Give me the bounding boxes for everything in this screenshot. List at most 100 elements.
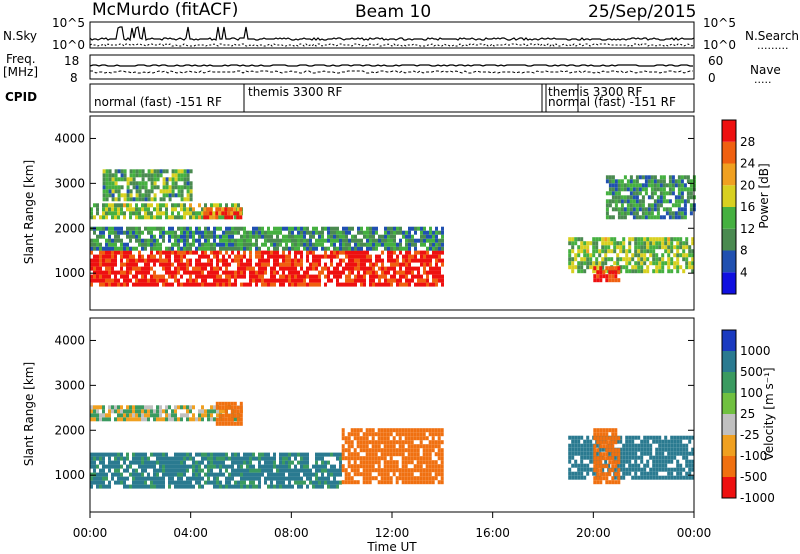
velocity-cell bbox=[428, 472, 432, 477]
velocity-colorbar-tick: -500 bbox=[740, 470, 767, 484]
power-cell bbox=[303, 270, 306, 275]
velocity-cell bbox=[93, 413, 96, 418]
velocity-cell bbox=[362, 456, 366, 461]
power-cell bbox=[378, 274, 381, 279]
velocity-cell bbox=[230, 405, 234, 410]
velocity-cell bbox=[207, 452, 210, 457]
velocity-cell bbox=[102, 476, 105, 481]
power-cell bbox=[318, 270, 321, 275]
power-cell bbox=[680, 183, 684, 188]
velocity-cell bbox=[227, 413, 231, 418]
power-cell bbox=[387, 270, 390, 275]
power-cell bbox=[174, 177, 178, 182]
velocity-cell bbox=[297, 472, 300, 477]
power-cell bbox=[393, 234, 396, 239]
power-cell bbox=[218, 211, 222, 216]
velocity-cell bbox=[383, 444, 387, 449]
power-cell bbox=[225, 242, 228, 247]
power-cell bbox=[577, 237, 581, 242]
velocity-cell bbox=[198, 476, 201, 481]
power-cell bbox=[168, 282, 171, 287]
power-cell bbox=[634, 245, 638, 250]
power-cell bbox=[366, 230, 369, 235]
power-cell bbox=[162, 230, 165, 235]
power-colorbar-tick: 12 bbox=[740, 222, 755, 236]
power-cell bbox=[90, 215, 93, 220]
velocity-cell bbox=[634, 447, 638, 452]
velocity-cell bbox=[580, 475, 584, 480]
velocity-cell bbox=[353, 456, 357, 461]
velocity-cell bbox=[413, 448, 417, 453]
velocity-cell bbox=[440, 464, 444, 469]
velocity-cell bbox=[611, 476, 615, 481]
power-cell bbox=[162, 169, 166, 174]
power-cell bbox=[643, 237, 647, 242]
velocity-cell bbox=[614, 440, 618, 445]
velocity-cell bbox=[132, 472, 135, 477]
power-cell bbox=[243, 230, 246, 235]
velocity-cell bbox=[422, 456, 426, 461]
velocity-cell bbox=[688, 459, 692, 464]
power-cell bbox=[264, 282, 267, 287]
power-cell bbox=[617, 183, 621, 188]
velocity-cell bbox=[129, 409, 132, 414]
power-cell bbox=[153, 242, 156, 247]
velocity-cell bbox=[380, 440, 384, 445]
velocity-cell bbox=[589, 443, 593, 448]
power-cell bbox=[441, 242, 444, 247]
power-cell bbox=[120, 177, 124, 182]
velocity-cell bbox=[162, 464, 165, 469]
velocity-cell bbox=[407, 480, 411, 485]
velocity-cell bbox=[240, 464, 243, 469]
power-cell bbox=[243, 254, 246, 259]
velocity-cell bbox=[347, 476, 351, 481]
power-cell bbox=[141, 258, 144, 263]
power-cell bbox=[186, 211, 189, 216]
power-cell bbox=[637, 257, 641, 262]
power-cell bbox=[327, 278, 330, 283]
power-cell bbox=[180, 193, 184, 198]
power-cell bbox=[201, 266, 204, 271]
power-cell bbox=[186, 270, 189, 275]
power-cell bbox=[611, 183, 615, 188]
power-cell bbox=[619, 257, 623, 262]
power-cell bbox=[420, 226, 423, 231]
power-cell bbox=[646, 237, 650, 242]
power-cell bbox=[147, 211, 150, 216]
date-label: 25/Sep/2015 bbox=[588, 2, 696, 22]
power-cell bbox=[258, 234, 261, 239]
power-cell bbox=[243, 246, 246, 251]
velocity-cell bbox=[599, 460, 603, 465]
velocity-cell bbox=[392, 468, 396, 473]
velocity-cell bbox=[255, 476, 258, 481]
power-cell bbox=[339, 262, 342, 267]
velocity-cell bbox=[144, 476, 147, 481]
velocity-cell bbox=[234, 456, 237, 461]
velocity-cell bbox=[204, 409, 207, 414]
power-cell bbox=[204, 262, 207, 267]
power-cell bbox=[658, 261, 662, 266]
y-tick-label: 3000 bbox=[54, 378, 85, 392]
velocity-cell bbox=[586, 439, 590, 444]
power-cell bbox=[288, 274, 291, 279]
power-cell bbox=[586, 257, 590, 262]
velocity-cell bbox=[111, 409, 114, 414]
power-cell bbox=[237, 242, 240, 247]
power-cell bbox=[297, 238, 300, 243]
velocity-cell bbox=[596, 432, 600, 437]
noise-right-dots: ········· bbox=[757, 42, 788, 55]
velocity-cell bbox=[691, 475, 695, 480]
velocity-cell bbox=[593, 468, 597, 473]
velocity-cell bbox=[425, 456, 429, 461]
power-cell bbox=[174, 181, 178, 186]
power-cell bbox=[183, 262, 186, 267]
power-cell bbox=[156, 173, 160, 178]
velocity-cell bbox=[218, 417, 222, 422]
velocity-cell bbox=[646, 439, 650, 444]
velocity-cell bbox=[404, 456, 408, 461]
power-cell bbox=[141, 230, 144, 235]
power-cell bbox=[206, 215, 210, 220]
velocity-cell bbox=[371, 436, 375, 441]
velocity-cell bbox=[285, 484, 288, 489]
nave-label: Nave bbox=[750, 63, 781, 77]
